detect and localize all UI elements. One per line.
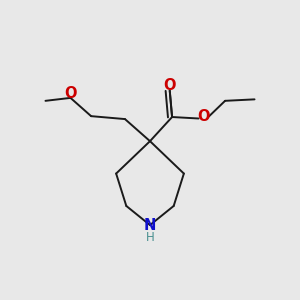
- Text: O: O: [64, 86, 77, 101]
- Text: O: O: [164, 78, 176, 93]
- Text: H: H: [146, 231, 154, 244]
- Text: O: O: [198, 109, 210, 124]
- Text: N: N: [144, 218, 156, 232]
